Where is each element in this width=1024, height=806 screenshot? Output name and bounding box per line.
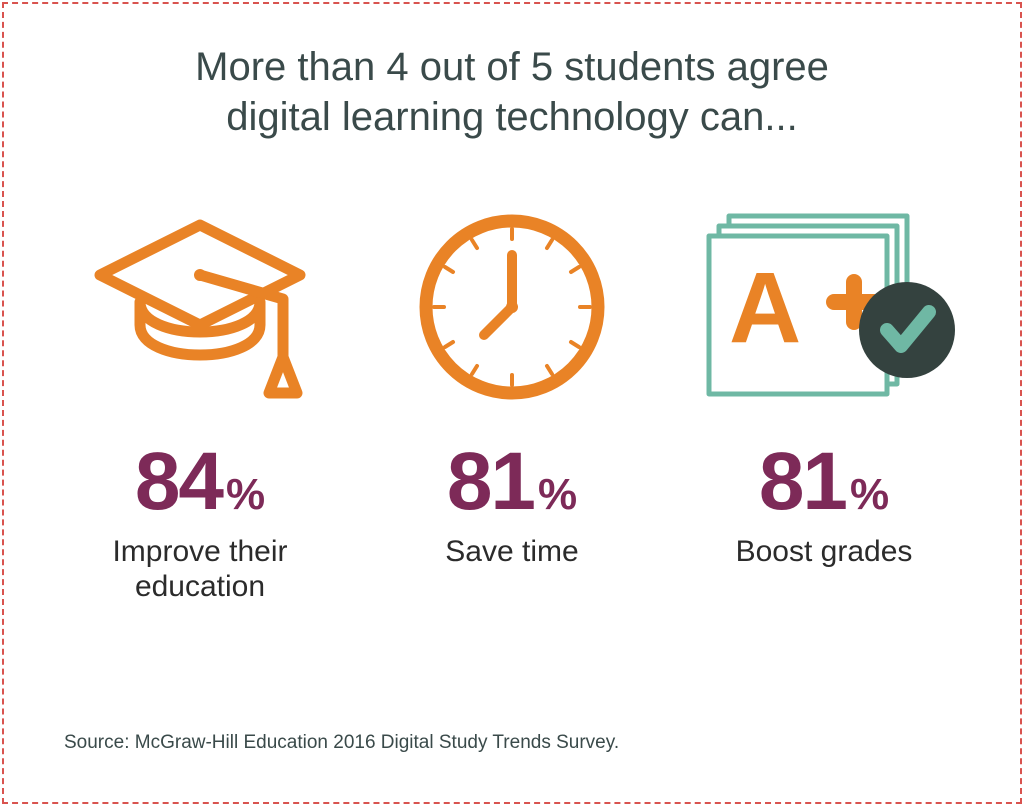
stat-percent: % <box>538 470 577 520</box>
stat-number: 81 <box>447 435 534 529</box>
stat-label: Boost grades <box>736 535 913 570</box>
stat-percent: % <box>226 470 265 520</box>
infographic-frame: More than 4 out of 5 students agree digi… <box>2 2 1022 804</box>
stat-percent: % <box>850 470 889 520</box>
headline-line-2: digital learning technology can... <box>4 92 1020 142</box>
headline-line-1: More than 4 out of 5 students agree <box>4 42 1020 92</box>
stat-card-improve-education: 84 % Improve their education <box>50 197 350 604</box>
source-citation: Source: McGraw-Hill Education 2016 Digit… <box>64 732 619 754</box>
headline: More than 4 out of 5 students agree digi… <box>4 4 1020 142</box>
stat-card-boost-grades: A 81 % Boost grades <box>674 197 974 570</box>
stat-number: 84 <box>135 435 222 529</box>
clock-icon <box>412 197 612 417</box>
stat-label: Save time <box>445 535 578 570</box>
stat-label: Improve their education <box>50 535 350 604</box>
svg-text:A: A <box>729 252 801 364</box>
stats-row: 84 % Improve their education <box>4 197 1020 604</box>
grade-aplus-icon: A <box>689 197 959 417</box>
stat-value: 81 % <box>759 435 889 529</box>
stat-value: 84 % <box>135 435 265 529</box>
graduation-cap-icon <box>85 197 315 417</box>
stat-value: 81 % <box>447 435 577 529</box>
stat-card-save-time: 81 % Save time <box>362 197 662 570</box>
stat-number: 81 <box>759 435 846 529</box>
